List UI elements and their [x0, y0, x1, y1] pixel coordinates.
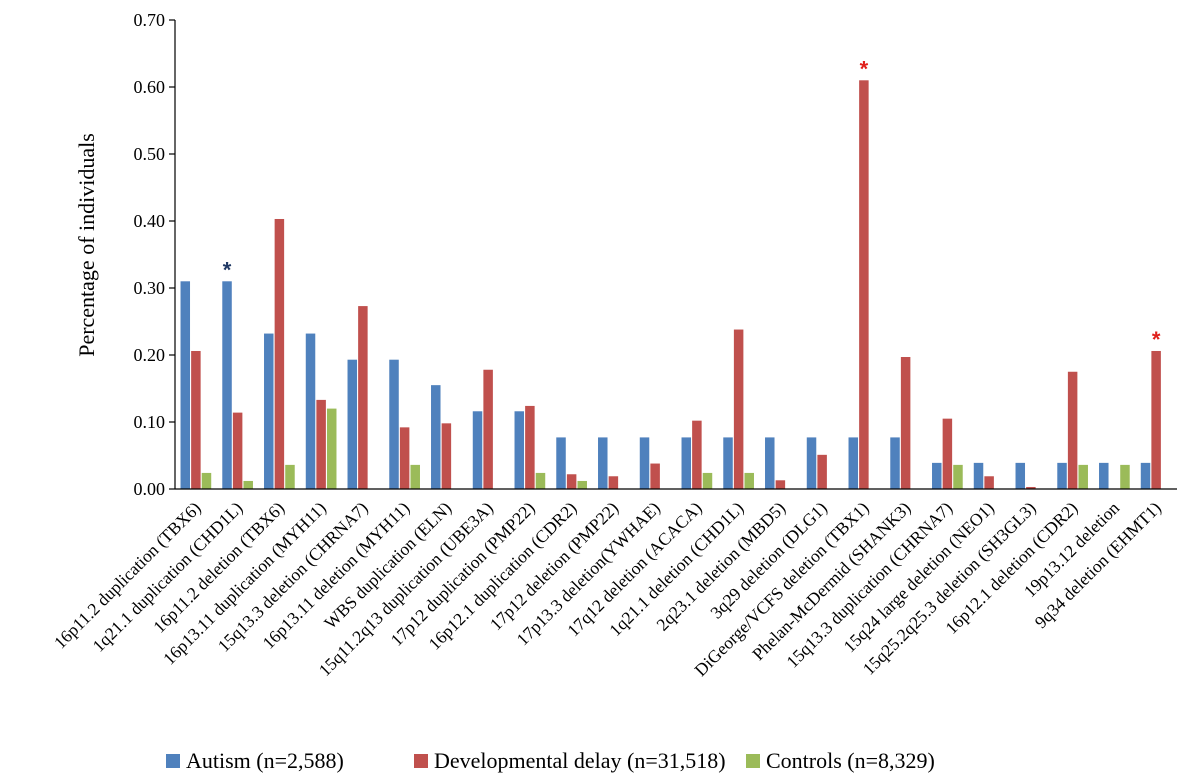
bar	[1067, 371, 1078, 489]
bar	[535, 472, 546, 489]
y-tick-label: 0.50	[134, 144, 166, 164]
bar	[681, 437, 692, 489]
bar	[1057, 462, 1067, 489]
bar	[222, 281, 232, 489]
y-tick-label: 0.00	[134, 479, 166, 499]
bars	[180, 80, 1161, 490]
bar	[389, 359, 399, 489]
bar	[556, 437, 566, 489]
bar	[608, 476, 619, 489]
y-tick-label: 0.20	[134, 345, 166, 365]
bar	[347, 359, 358, 489]
bar	[1015, 462, 1026, 489]
legend-label: Controls (n=8,329)	[766, 748, 935, 773]
bar	[285, 464, 295, 489]
y-tick-label: 0.40	[134, 211, 166, 231]
bar	[1026, 486, 1036, 489]
bar	[201, 472, 212, 489]
y-axis-title: Percentage of individuals	[74, 133, 99, 357]
legend-swatch	[414, 754, 428, 768]
x-axis: 16p11.2 duplication (TBX6)1q21.1 duplica…	[50, 488, 1177, 680]
bar	[953, 464, 963, 489]
bar	[1151, 350, 1161, 489]
bar	[243, 480, 253, 489]
bar	[180, 281, 191, 489]
bar	[525, 405, 535, 489]
bar	[932, 462, 942, 489]
bar	[639, 437, 650, 489]
bar	[733, 329, 744, 489]
bar	[514, 411, 525, 489]
bar	[358, 306, 368, 489]
bar	[806, 437, 817, 489]
significance-marker: *	[1152, 327, 1161, 352]
bar	[1078, 464, 1088, 489]
y-tick-label: 0.30	[134, 278, 166, 298]
bar	[483, 369, 493, 489]
y-axis: 0.00 0.10 0.20 0.30 0.40 0.50 0.60 0.70	[134, 10, 176, 499]
bar	[577, 480, 587, 489]
y-tick-label: 0.70	[134, 10, 166, 30]
bar	[326, 408, 337, 489]
bar	[702, 472, 713, 489]
legend-swatch	[166, 754, 180, 768]
bar	[191, 350, 201, 489]
bar	[431, 385, 441, 489]
bar	[441, 423, 452, 489]
significance-marker: *	[223, 257, 232, 282]
bar	[1099, 462, 1109, 489]
bar	[650, 463, 660, 489]
bar	[890, 437, 900, 489]
bar	[264, 333, 274, 489]
bar	[472, 411, 483, 489]
legend-label: Autism (n=2,588)	[186, 748, 344, 773]
bar	[744, 472, 754, 489]
bar	[274, 218, 285, 490]
bar	[316, 399, 326, 489]
bar	[1120, 464, 1130, 489]
y-tick-label: 0.10	[134, 412, 166, 432]
legend-label: Developmental delay (n=31,518)	[434, 748, 726, 773]
y-tick-label: 0.60	[134, 77, 166, 97]
legend: Autism (n=2,588) Developmental delay (n=3…	[166, 748, 935, 773]
bar	[305, 333, 316, 489]
bar	[817, 454, 827, 489]
significance-marker: *	[860, 56, 869, 81]
bar	[232, 412, 243, 489]
bar	[566, 474, 577, 489]
bar	[765, 437, 775, 489]
bar	[399, 427, 410, 489]
bar	[900, 357, 911, 489]
bar	[973, 462, 984, 489]
bar	[848, 437, 859, 489]
annotations: * * *	[223, 56, 1161, 352]
bar	[984, 476, 994, 489]
legend-swatch	[746, 754, 760, 768]
bar	[859, 80, 869, 490]
bar	[775, 480, 786, 489]
bar	[942, 418, 953, 489]
bar	[723, 437, 733, 489]
bar	[1140, 462, 1151, 489]
bar	[692, 420, 702, 489]
bar	[598, 437, 608, 489]
bar	[410, 464, 420, 489]
